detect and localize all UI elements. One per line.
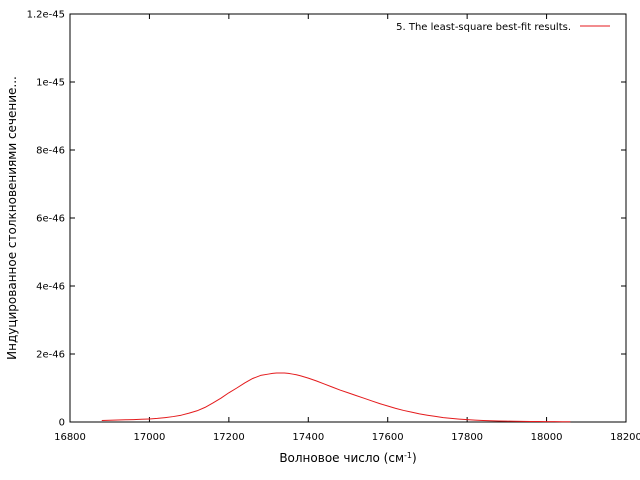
x-tick-label: 18200 (610, 432, 640, 443)
x-tick-label: 17800 (451, 432, 483, 443)
x-axis-title-text: Волновое число (см (279, 451, 404, 465)
legend: 5. The least-square best-fit results. (396, 22, 610, 33)
x-axis-ticks: 16800 17000 17200 17400 17600 17800 18000 18200 (54, 14, 640, 443)
x-tick-label: 17000 (134, 432, 166, 443)
y-tick-label: 6e-46 (36, 214, 65, 225)
y-tick-label: 0 (59, 418, 65, 429)
x-tick-label: 17400 (292, 432, 324, 443)
x-axis-title-superscript: -1 (404, 451, 412, 460)
y-tick-label: 4e-46 (36, 282, 65, 293)
x-axis-title-suffix: ) (412, 451, 417, 465)
series-layer (101, 372, 571, 423)
x-tick-label: 16800 (54, 432, 86, 443)
legend-series-label: 5. The least-square best-fit results. (396, 22, 571, 33)
y-tick-label: 1e-45 (36, 78, 65, 89)
x-tick-label: 18000 (531, 432, 563, 443)
y-tick-label: 1.2e-45 (27, 10, 65, 21)
y-tick-label: 2e-46 (36, 350, 65, 361)
x-tick-label: 17600 (372, 432, 404, 443)
series-line (101, 372, 571, 423)
y-axis-title: Индуцированное столкновениями сечение... (5, 76, 19, 360)
y-tick-label: 8e-46 (36, 146, 65, 157)
y-axis-ticks: 0 2e-46 4e-46 6e-46 8e-46 1e-45 1.2e-45 (27, 10, 626, 429)
x-axis-title: Волновое число (см-1) (279, 451, 416, 466)
x-tick-label: 17200 (213, 432, 245, 443)
